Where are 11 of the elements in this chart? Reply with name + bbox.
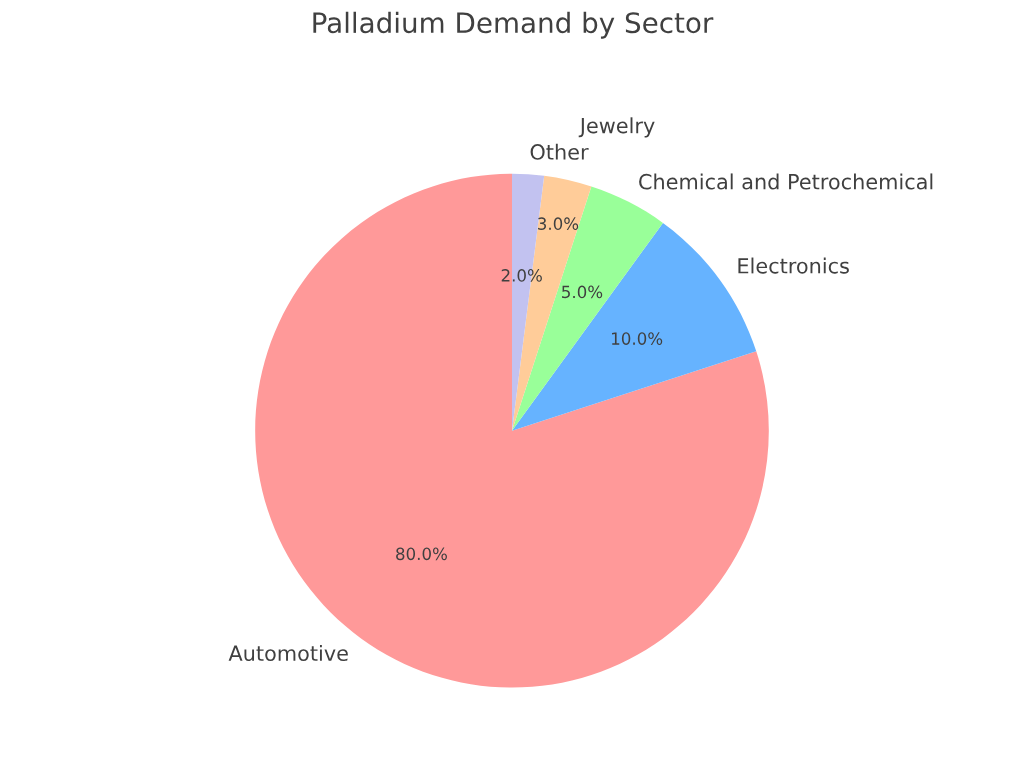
data-label: 2.0% bbox=[501, 269, 542, 282]
data-label: 3.0% bbox=[538, 217, 579, 230]
chart-title: Palladium Demand by Sector bbox=[313, 11, 714, 39]
slice-label: Chemical and Petrochemical bbox=[639, 173, 933, 190]
data-label: 80.0% bbox=[396, 547, 447, 561]
slice-label: Automotive bbox=[228, 644, 348, 662]
slice-label: Other bbox=[530, 143, 589, 160]
slice-label: Jewelry bbox=[578, 117, 655, 138]
slice-label: Electronics bbox=[738, 257, 849, 274]
data-label: 5.0% bbox=[562, 285, 603, 299]
data-label: 10.0% bbox=[612, 332, 663, 345]
